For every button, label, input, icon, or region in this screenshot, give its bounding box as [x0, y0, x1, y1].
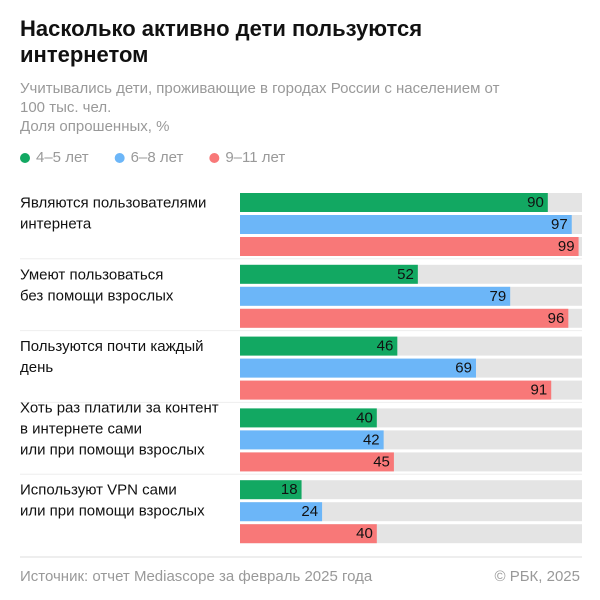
chart-subtitle: Учитывались дети, проживающие в городах … — [20, 80, 500, 116]
category-label: без помощи взрослых — [20, 287, 174, 304]
category-label: Используют VPN сами — [20, 482, 177, 499]
category-label: интернета — [20, 215, 92, 232]
legend-marker — [209, 153, 220, 163]
bar — [240, 452, 394, 472]
value-label: 46 — [377, 338, 394, 355]
value-label: 40 — [356, 525, 373, 542]
value-label: 42 — [363, 431, 380, 448]
copyright: © РБК, 2025 — [494, 568, 580, 585]
bar — [240, 524, 377, 544]
category-label: или при помощи взрослых — [20, 503, 205, 520]
category-label: Умеют пользоваться — [20, 266, 163, 283]
bar — [240, 358, 476, 378]
bar — [240, 502, 323, 522]
value-label: 45 — [373, 453, 390, 470]
category-label: или при помощи взрослых — [20, 441, 205, 458]
legend-label: 6–8 лет — [131, 149, 184, 166]
value-label: 69 — [455, 360, 472, 377]
source: Источник: отчет Mediascope за февраль 20… — [20, 568, 373, 585]
value-label: 52 — [397, 266, 414, 283]
bar — [240, 408, 377, 428]
bar — [240, 308, 569, 328]
category-label: Являются пользователями — [20, 194, 206, 211]
legend-label: 4–5 лет — [36, 149, 89, 166]
value-label: 79 — [489, 288, 506, 305]
bar — [240, 336, 398, 356]
bar — [240, 286, 511, 306]
value-label: 99 — [558, 238, 575, 255]
bar — [240, 264, 418, 284]
legend-marker — [114, 153, 125, 163]
bar-background — [240, 502, 582, 522]
bar-background — [240, 480, 582, 500]
category-label: в интернете сами — [20, 420, 142, 437]
value-label: 91 — [531, 382, 548, 399]
bar — [240, 237, 579, 256]
legend-marker — [20, 153, 30, 163]
value-label: 40 — [356, 409, 373, 426]
bar — [240, 430, 384, 450]
category-label: день — [20, 359, 53, 376]
bar — [240, 380, 552, 400]
legend-label: 9–11 лет — [225, 149, 285, 166]
unit-label: Доля опрошенных, % — [20, 118, 170, 135]
value-label: 24 — [301, 503, 318, 520]
bar — [240, 480, 302, 500]
bar — [240, 193, 548, 212]
value-label: 18 — [281, 481, 298, 498]
value-label: 96 — [548, 310, 565, 327]
value-label: 97 — [551, 216, 568, 233]
chart-title: Насколько активно дети пользуются интерн… — [20, 16, 423, 67]
value-label: 90 — [527, 194, 544, 211]
category-label: Хоть раз платили за контент — [20, 399, 219, 416]
category-label: Пользуются почти каждый — [20, 338, 204, 355]
bar — [240, 215, 572, 234]
